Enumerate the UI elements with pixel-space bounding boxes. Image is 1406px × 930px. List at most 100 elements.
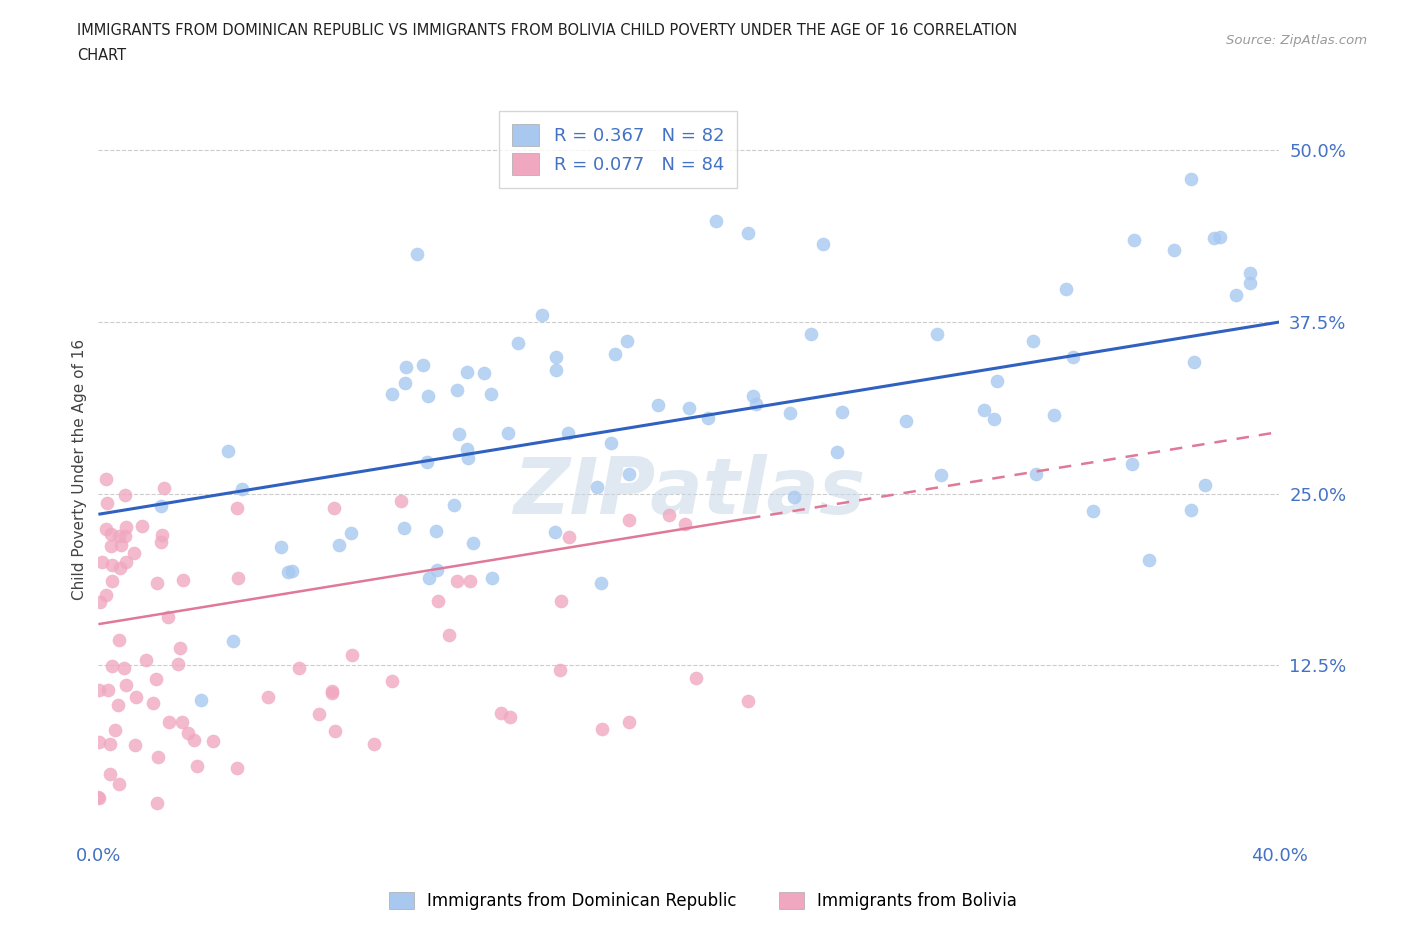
Point [321, 685, 343, 700]
Point [108, 561, 131, 576]
Point [150, 535, 173, 550]
Point [591, 721, 613, 736]
Legend: R = 0.367   N = 82, R = 0.077   N = 84: R = 0.367 N = 82, R = 0.077 N = 84 [499, 112, 737, 188]
Point [737, 226, 759, 241]
Point [94, 522, 117, 537]
Y-axis label: Child Poverty Under the Age of 16: Child Poverty Under the Age of 16 [72, 339, 87, 600]
Point [98, 766, 121, 781]
Point [183, 733, 205, 748]
Point [589, 576, 612, 591]
Point [461, 536, 484, 551]
Point [170, 714, 193, 729]
Point [321, 684, 343, 698]
Point [222, 633, 245, 648]
Point [381, 674, 404, 689]
Point [281, 564, 304, 578]
Point [114, 528, 136, 543]
Point [557, 425, 579, 440]
Point [426, 563, 449, 578]
Point [418, 570, 440, 585]
Point [405, 246, 427, 261]
Point [783, 489, 806, 504]
Point [190, 692, 212, 707]
Point [973, 403, 995, 418]
Point [446, 574, 468, 589]
Text: ZIPatlas: ZIPatlas [513, 454, 865, 530]
Point [506, 335, 529, 350]
Point [90, 554, 112, 569]
Point [1022, 334, 1045, 349]
Point [416, 454, 439, 469]
Point [166, 657, 188, 671]
Point [546, 363, 568, 378]
Point [1081, 503, 1104, 518]
Point [101, 574, 124, 589]
Point [146, 750, 169, 764]
Point [499, 710, 522, 724]
Point [101, 658, 124, 673]
Point [100, 538, 122, 553]
Point [157, 714, 180, 729]
Point [94, 472, 117, 486]
Point [363, 737, 385, 751]
Point [616, 333, 638, 348]
Point [201, 734, 224, 749]
Point [394, 375, 416, 390]
Point [427, 593, 450, 608]
Point [89, 683, 111, 698]
Point [425, 524, 447, 538]
Point [546, 350, 568, 365]
Point [456, 442, 478, 457]
Point [617, 714, 640, 729]
Point [1163, 243, 1185, 258]
Text: CHART: CHART [77, 48, 127, 63]
Point [110, 538, 132, 552]
Point [339, 525, 361, 540]
Point [115, 677, 138, 692]
Point [96, 496, 118, 511]
Point [600, 436, 623, 451]
Point [1194, 477, 1216, 492]
Point [328, 538, 350, 552]
Point [443, 498, 465, 512]
Point [479, 387, 502, 402]
Point [617, 512, 640, 527]
Point [87, 735, 110, 750]
Point [124, 737, 146, 752]
Point [389, 493, 412, 508]
Point [673, 516, 696, 531]
Point [412, 358, 434, 373]
Point [256, 689, 278, 704]
Point [98, 737, 121, 752]
Point [1180, 172, 1202, 187]
Point [153, 481, 176, 496]
Legend: Immigrants from Dominican Republic, Immigrants from Bolivia: Immigrants from Dominican Republic, Immi… [382, 885, 1024, 917]
Point [122, 546, 145, 561]
Point [115, 554, 138, 569]
Point [186, 758, 208, 773]
Text: Source: ZipAtlas.com: Source: ZipAtlas.com [1226, 34, 1367, 47]
Point [1043, 408, 1066, 423]
Point [217, 444, 239, 458]
Text: IMMIGRANTS FROM DOMINICAN REPUBLIC VS IMMIGRANTS FROM BOLIVIA CHILD POVERTY UNDE: IMMIGRANTS FROM DOMINICAN REPUBLIC VS IM… [77, 23, 1018, 38]
Point [474, 365, 496, 380]
Point [896, 414, 918, 429]
Point [678, 400, 700, 415]
Point [456, 365, 478, 379]
Point [1054, 282, 1077, 297]
Point [548, 662, 571, 677]
Point [157, 609, 180, 624]
Point [1239, 275, 1261, 290]
Point [481, 571, 503, 586]
Point [544, 525, 567, 539]
Point [288, 660, 311, 675]
Point [586, 480, 609, 495]
Point [392, 521, 415, 536]
Point [145, 671, 167, 686]
Point [647, 398, 669, 413]
Point [1121, 457, 1143, 472]
Point [1202, 231, 1225, 246]
Point [172, 573, 194, 588]
Point [94, 588, 117, 603]
Point [112, 660, 135, 675]
